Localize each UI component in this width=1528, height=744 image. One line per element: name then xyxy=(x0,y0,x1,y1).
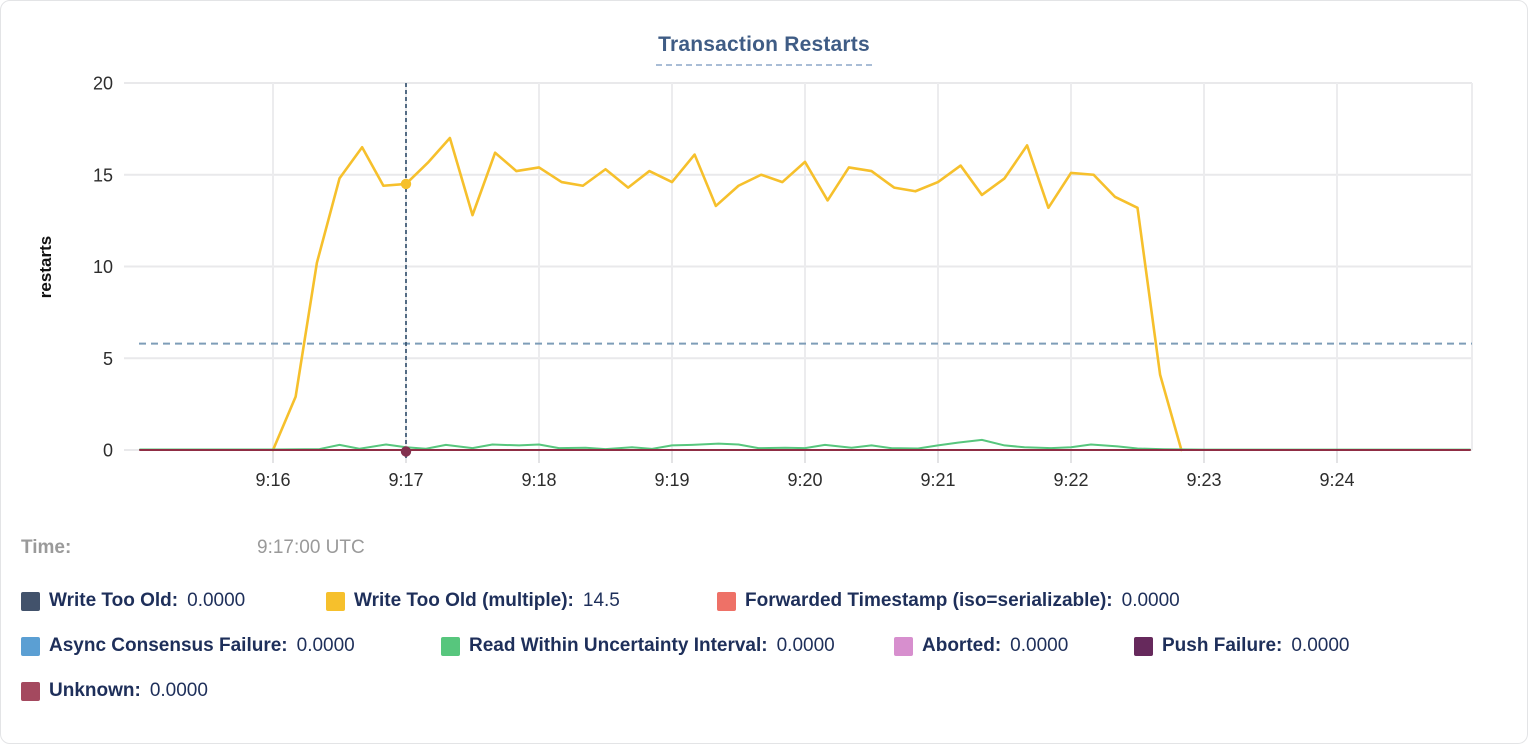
y-tick-label: 0 xyxy=(103,441,113,461)
x-tick-label: 9:18 xyxy=(521,470,556,490)
legend-label: Write Too Old: xyxy=(49,590,179,611)
tooltip-time-value: 9:17:00 UTC xyxy=(257,537,365,558)
legend-swatch-forwarded-timestamp xyxy=(717,591,736,611)
crosshair-marker xyxy=(400,446,412,457)
x-tick-label: 9:19 xyxy=(654,470,689,490)
x-tick-label: 9:21 xyxy=(920,470,955,490)
legend-label: Forwarded Timestamp (iso=serializable): xyxy=(745,590,1113,611)
legend-label: Aborted: xyxy=(922,635,1002,656)
legend-item-async-consensus-failure[interactable]: Async Consensus Failure: 0.0000 xyxy=(21,635,355,657)
crosshair-marker xyxy=(400,178,412,190)
x-tick-label: 9:17 xyxy=(388,470,423,490)
legend-item-aborted[interactable]: Aborted: 0.0000 xyxy=(894,635,1068,657)
legend-value: 0.0000 xyxy=(776,635,835,656)
series-read-within-uncertainty-interval xyxy=(139,438,1471,451)
x-gridlines: 9:16 9:17 9:18 9:19 9:20 9:21 9:22 9:23 9:24 xyxy=(255,83,1473,490)
legend-label: Write Too Old (multiple): xyxy=(354,590,574,611)
y-tick-label: 15 xyxy=(93,165,113,185)
tooltip-time-label: Time: xyxy=(21,537,72,558)
legend-item-read-within-uncertainty[interactable]: Read Within Uncertainty Interval: 0.0000 xyxy=(441,635,835,657)
legend-value: 0.0000 xyxy=(1121,590,1180,611)
legend-value: 0.0000 xyxy=(149,680,208,701)
legend-label: Read Within Uncertainty Interval: xyxy=(469,635,768,656)
legend-swatch-push-failure xyxy=(1134,636,1153,656)
y-tick-label: 10 xyxy=(93,257,113,277)
legend-label: Unknown: xyxy=(49,680,141,701)
legend-value: 0.0000 xyxy=(1010,635,1069,656)
legend-value: 0.0000 xyxy=(1291,635,1350,656)
legend-item-write-too-old[interactable]: Write Too Old: 0.0000 xyxy=(21,590,245,612)
legend-swatch-write-too-old xyxy=(21,591,40,611)
x-tick-label: 9:23 xyxy=(1186,470,1221,490)
legend-swatch-aborted xyxy=(894,636,913,656)
y-tick-label: 20 xyxy=(93,74,113,94)
legend-item-write-too-old-multiple[interactable]: Write Too Old (multiple): 14.5 xyxy=(326,590,620,612)
legend-swatch-read-within-uncertainty xyxy=(441,636,460,656)
legend-value: 0.0000 xyxy=(296,635,355,656)
line-chart[interactable]: 0 5 10 15 20 9:16 9:17 9:18 9:19 9:20 9:21 9:22 9:23… xyxy=(1,1,1528,521)
legend-swatch-async-consensus-failure xyxy=(21,636,40,656)
x-tick-label: 9:22 xyxy=(1053,470,1088,490)
x-tick-label: 9:24 xyxy=(1319,470,1354,490)
x-tick-label: 9:20 xyxy=(787,470,822,490)
legend-item-unknown[interactable]: Unknown: 0.0000 xyxy=(21,680,208,702)
y-axis-label: restarts xyxy=(36,236,55,298)
legend-label: Push Failure: xyxy=(1162,635,1283,656)
legend-swatch-write-too-old-multiple xyxy=(326,591,345,611)
legend-item-push-failure[interactable]: Push Failure: 0.0000 xyxy=(1134,635,1349,657)
legend-swatch-unknown xyxy=(21,681,40,701)
y-tick-label: 5 xyxy=(103,349,113,369)
legend-value: 14.5 xyxy=(582,590,620,611)
legend-value: 0.0000 xyxy=(187,590,246,611)
legend-label: Async Consensus Failure: xyxy=(49,635,288,656)
legend-item-forwarded-timestamp[interactable]: Forwarded Timestamp (iso=serializable): … xyxy=(717,590,1180,612)
series-write-too-old-multiple- xyxy=(271,136,1183,452)
x-tick-label: 9:16 xyxy=(255,470,290,490)
